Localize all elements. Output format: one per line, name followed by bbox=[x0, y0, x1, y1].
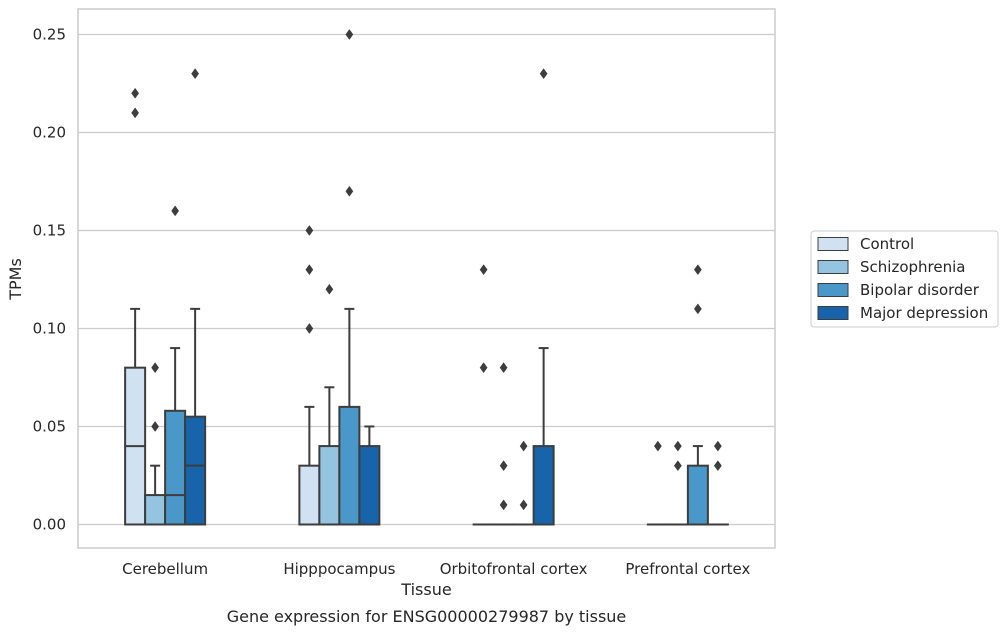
box-orbitofrontal-cortex bbox=[472, 264, 495, 526]
outlier-point bbox=[693, 264, 702, 276]
y-tick-label: 0.10 bbox=[33, 319, 66, 337]
series-major-depression bbox=[184, 68, 729, 526]
outlier-point bbox=[305, 225, 314, 236]
x-tick-label: Cerebellum bbox=[122, 560, 208, 578]
outlier-point bbox=[479, 362, 488, 374]
legend-swatch bbox=[817, 306, 849, 320]
x-axis-title: Tissue bbox=[400, 580, 451, 599]
box-orbitofrontal-cortex bbox=[532, 68, 555, 526]
outlier-point bbox=[693, 303, 702, 315]
series-bipolar-disorder bbox=[164, 29, 709, 526]
outlier-point bbox=[519, 499, 528, 511]
outlier-point bbox=[499, 460, 508, 472]
outlier-point bbox=[151, 362, 160, 374]
box-body bbox=[164, 409, 187, 526]
box-orbitofrontal-cortex bbox=[512, 440, 535, 526]
legend-label: Control bbox=[860, 235, 914, 253]
box-prefrontal-cortex bbox=[706, 440, 729, 526]
legend-swatch bbox=[817, 237, 849, 251]
chart-caption: Gene expression for ENSG00000279987 by t… bbox=[227, 607, 627, 626]
y-tick-label: 0.15 bbox=[33, 221, 66, 239]
outlier-point bbox=[345, 185, 354, 197]
box-body bbox=[318, 445, 341, 526]
box-orbitofrontal-cortex bbox=[492, 362, 515, 526]
x-axis-ticks: Cerebellum Hipppocampus Orbitofrontal cort… bbox=[122, 560, 750, 578]
outlier-point bbox=[499, 499, 508, 511]
x-tick-label: Hipppocampus bbox=[283, 560, 395, 578]
outlier-point bbox=[171, 205, 180, 217]
box-cerebellum bbox=[124, 87, 147, 526]
legend-label: Major depression bbox=[860, 304, 988, 322]
plot-area-frame bbox=[77, 8, 776, 549]
box-body bbox=[532, 445, 555, 526]
box-body bbox=[184, 415, 207, 526]
box-series-layer bbox=[124, 29, 729, 526]
box-body bbox=[298, 464, 321, 526]
x-tick-label: Orbitofrontal cortex bbox=[440, 560, 588, 578]
outlier-point bbox=[713, 440, 722, 452]
outlier-point bbox=[305, 264, 314, 276]
outlier-point bbox=[325, 283, 334, 295]
legend-item: Control bbox=[817, 235, 914, 253]
box-prefrontal-cortex bbox=[686, 264, 709, 526]
outlier-point bbox=[519, 440, 528, 452]
box-cerebellum bbox=[184, 68, 207, 526]
outlier-point bbox=[713, 460, 722, 472]
outlier-point bbox=[653, 440, 662, 452]
box-body bbox=[358, 445, 381, 526]
outlier-point bbox=[345, 29, 354, 40]
legend-label: Bipolar disorder bbox=[860, 281, 980, 299]
outlier-point bbox=[673, 440, 682, 452]
legend-item: Major depression bbox=[817, 304, 988, 322]
legend-item: Bipolar disorder bbox=[817, 281, 980, 299]
legend-swatch bbox=[817, 260, 849, 274]
box-hipppocampus bbox=[358, 425, 381, 526]
y-tick-label: 0.00 bbox=[33, 515, 66, 533]
outlier-point bbox=[479, 264, 488, 276]
outlier-point bbox=[673, 460, 682, 472]
legend-frame bbox=[810, 230, 999, 328]
outlier-point bbox=[499, 362, 508, 374]
y-tick-label: 0.05 bbox=[33, 417, 66, 435]
box-body bbox=[144, 494, 167, 526]
legend-swatch bbox=[817, 283, 849, 297]
box-body bbox=[686, 464, 709, 526]
box-body bbox=[338, 405, 361, 526]
legend-label: Schizophrenia bbox=[860, 258, 965, 276]
y-tick-label: 0.25 bbox=[33, 25, 66, 43]
outlier-point bbox=[305, 323, 314, 334]
legend-item: Schizophrenia bbox=[817, 258, 965, 276]
y-axis-title: TPMs bbox=[6, 258, 25, 301]
outlier-point bbox=[131, 107, 140, 119]
y-tick-label: 0.20 bbox=[33, 123, 66, 141]
outlier-point bbox=[539, 68, 548, 80]
outlier-point bbox=[151, 421, 160, 432]
x-tick-label: Prefrontal cortex bbox=[625, 560, 750, 578]
y-axis-ticks: 0.00 0.05 0.10 0.15 0.20 0.25 bbox=[33, 25, 66, 533]
outlier-point bbox=[191, 68, 200, 80]
box-cerebellum bbox=[144, 362, 167, 526]
outlier-point bbox=[131, 87, 140, 99]
legend: Control Schizophrenia Bipolar disorder Majo… bbox=[810, 230, 999, 328]
series-schizophrenia bbox=[144, 283, 689, 526]
